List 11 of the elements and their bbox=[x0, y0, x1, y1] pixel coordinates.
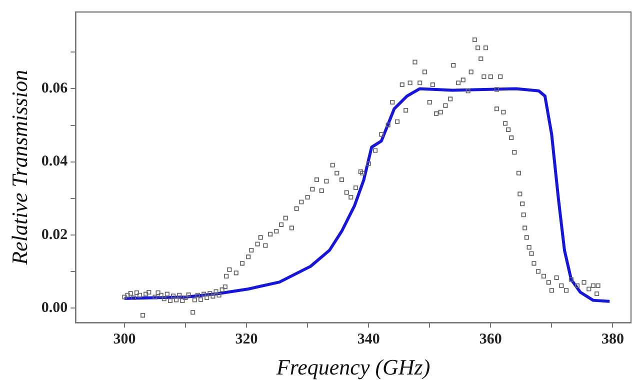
x-tick-label: 360 bbox=[479, 331, 502, 348]
x-tick-label: 320 bbox=[235, 331, 258, 348]
y-tick-label: 0.06 bbox=[41, 80, 68, 97]
x-axis-title: Frequency (GHz) bbox=[275, 354, 430, 380]
x-tick-label: 300 bbox=[113, 331, 136, 348]
y-tick-label: 0.02 bbox=[41, 226, 68, 243]
y-tick-label: 0.04 bbox=[41, 154, 68, 170]
y-axis-title: Relative Transmission bbox=[6, 70, 32, 266]
y-tick-label: 0.00 bbox=[41, 300, 68, 316]
x-tick-label: 340 bbox=[357, 331, 380, 348]
x-tick-label: 380 bbox=[601, 331, 624, 348]
